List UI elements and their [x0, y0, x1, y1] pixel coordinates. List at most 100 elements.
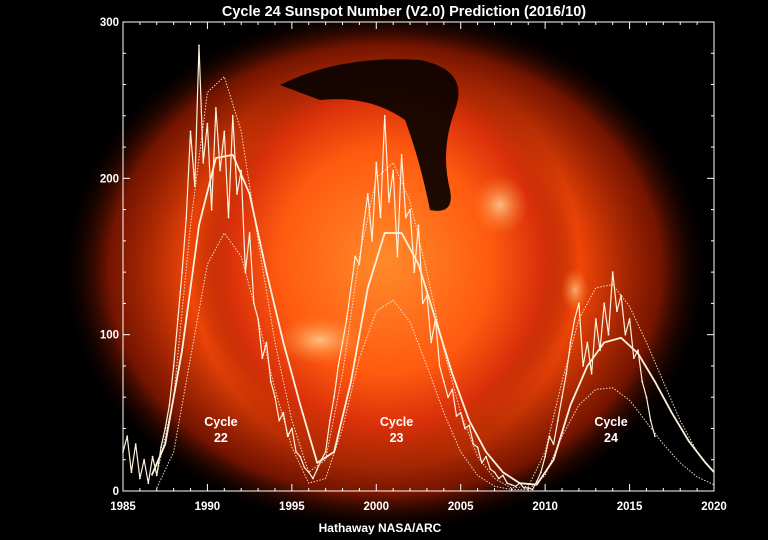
data-point: [324, 451, 327, 453]
data-point: [126, 435, 129, 438]
bright-region-1: [275, 315, 365, 365]
cycle-label-number: 24: [604, 431, 618, 445]
data-point: [544, 455, 547, 458]
data-point: [493, 471, 496, 474]
y-tick-label: 200: [100, 173, 119, 185]
x-tick-label: 2020: [701, 501, 727, 513]
data-point: [130, 471, 133, 474]
data-point: [383, 114, 386, 117]
data-point: [485, 455, 487, 458]
data-point: [468, 424, 471, 427]
data-point: [151, 455, 154, 458]
data-point: [274, 396, 276, 399]
data-point: [185, 216, 188, 219]
data-point: [552, 443, 555, 445]
data-point: [333, 396, 335, 399]
plot-frame: [122, 21, 715, 492]
data-point: [514, 485, 517, 488]
data-point: [278, 419, 281, 422]
data-point: [654, 435, 656, 438]
data-point: [417, 224, 420, 227]
data-point: [210, 208, 213, 211]
cycle-label-number: 23: [390, 431, 404, 445]
y-tick-label: 100: [100, 330, 119, 342]
data-point: [345, 318, 348, 320]
data-point: [350, 286, 352, 289]
data-point: [214, 107, 217, 109]
data-point: [328, 419, 331, 422]
data-point: [400, 153, 403, 156]
data-point: [396, 255, 399, 258]
data-point: [337, 365, 340, 367]
x-tick-label: 1990: [195, 501, 221, 513]
data-point: [122, 451, 124, 453]
data-point: [388, 200, 390, 203]
cycle-label-number: 22: [214, 431, 228, 445]
cycle-label-title: Cycle: [380, 415, 413, 429]
series-line-prediction_high: [156, 76, 715, 489]
data-point: [316, 468, 319, 471]
data-point: [341, 341, 344, 344]
data-point: [561, 396, 563, 399]
data-point: [569, 341, 572, 344]
data-point: [594, 318, 597, 320]
data-point: [206, 122, 209, 125]
data-point: [506, 482, 509, 485]
data-point: [502, 474, 504, 477]
data-point: [248, 232, 251, 234]
sun-disk: [190, 57, 580, 467]
x-tick-label: 2015: [617, 501, 643, 513]
data-point: [269, 380, 272, 383]
y-tick-label: 300: [100, 17, 119, 29]
data-point: [138, 477, 141, 480]
data-point: [371, 239, 373, 242]
data-point: [438, 365, 441, 367]
data-point: [413, 271, 416, 274]
data-point: [134, 443, 137, 445]
data-point: [624, 333, 627, 336]
data-point: [603, 302, 606, 305]
data-point: [354, 255, 357, 258]
data-point: [641, 380, 644, 383]
data-point: [227, 216, 230, 219]
data-point: [409, 208, 411, 211]
data-point: [362, 224, 365, 227]
data-point: [421, 302, 424, 305]
data-point: [586, 341, 589, 344]
data-point: [303, 466, 306, 469]
x-tick-label: 1985: [110, 501, 136, 513]
data-point: [392, 169, 395, 172]
data-point: [455, 415, 458, 417]
data-point: [565, 372, 568, 375]
cycle-label-title: Cycle: [594, 415, 627, 429]
data-point: [379, 216, 382, 219]
data-point: [375, 161, 378, 164]
data-point: [202, 161, 205, 164]
data-point: [198, 44, 200, 47]
data-point: [164, 427, 167, 430]
data-point: [282, 411, 285, 414]
data-point: [181, 271, 184, 274]
data-point: [527, 486, 530, 489]
series-line-smoothed: [150, 153, 715, 486]
data-point: [476, 446, 479, 449]
data-point: [231, 114, 234, 117]
cycle-label-title: Cycle: [204, 415, 237, 429]
y-tick-label: 0: [113, 486, 119, 498]
data-point: [447, 396, 449, 399]
data-point: [143, 458, 146, 461]
data-point: [590, 372, 593, 375]
data-point: [290, 427, 293, 430]
data-point: [172, 365, 175, 367]
data-point: [497, 477, 500, 480]
chart-title: Cycle 24 Sunspot Number (V2.0) Predictio…: [222, 4, 586, 20]
data-point: [261, 357, 264, 360]
data-point: [265, 341, 268, 344]
data-point: [160, 446, 162, 449]
x-tick-label: 2005: [448, 501, 474, 513]
sun-background: [60, 5, 710, 535]
data-point: [582, 365, 585, 367]
x-tick-label: 2000: [363, 501, 389, 513]
x-tick-label: 2010: [532, 501, 558, 513]
